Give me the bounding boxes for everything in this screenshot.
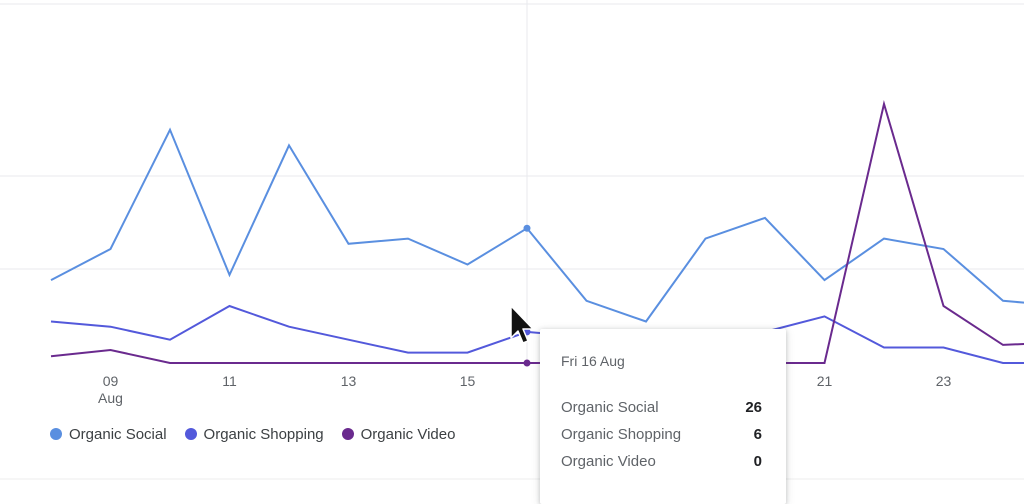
chart-series	[50, 99, 1024, 367]
tooltip-series-value: 26	[745, 399, 762, 416]
tooltip-series-name: Organic Video	[561, 453, 656, 470]
tooltip-row: Organic Shopping 6	[561, 426, 762, 443]
tooltip-series-name: Organic Social	[561, 399, 659, 416]
legend-label: Organic Shopping	[203, 425, 324, 443]
legend-item-organic-shopping[interactable]: Organic Shopping	[184, 425, 324, 443]
tooltip-row: Organic Video 0	[561, 453, 762, 470]
legend-item-organic-social[interactable]: Organic Social	[50, 426, 167, 443]
series-line-1	[50, 304, 1024, 364]
x-axis-ticks: 09 11 13 15 21 23 Aug	[98, 373, 951, 406]
hover-point-0	[523, 224, 531, 232]
x-tick-label: 23	[936, 373, 952, 389]
tooltip-series-name: Organic Shopping	[561, 426, 682, 443]
line-chart: 09 11 13 15 21 23 Aug	[0, 0, 1024, 480]
x-tick-label: 13	[341, 373, 357, 389]
x-month-label: Aug	[98, 390, 123, 406]
x-tick-label: 09	[103, 373, 119, 389]
x-tick-label: 21	[817, 373, 833, 389]
tooltip-date: Fri 16 Aug	[561, 353, 625, 369]
legend-dot-icon	[184, 428, 197, 440]
x-tick-label: 11	[222, 373, 237, 389]
legend-dot-icon	[50, 428, 62, 440]
chart-tooltip: Fri 16 Aug Organic Social 26 Organic Sho…	[540, 329, 786, 504]
tooltip-series-value: 6	[753, 426, 762, 443]
mouse-cursor-icon	[510, 305, 534, 344]
x-tick-label: 15	[460, 373, 476, 389]
chart-legend: Organic Social Organic Shopping Organic …	[50, 423, 455, 445]
chart-gridlines	[0, 0, 1024, 480]
legend-item-organic-video[interactable]: Organic Video	[341, 425, 456, 443]
series-line-0	[50, 127, 1024, 323]
legend-dot-icon	[341, 428, 354, 440]
tooltip-row: Organic Social 26	[561, 399, 762, 416]
legend-label: Organic Social	[69, 425, 167, 443]
tooltip-series-value: 0	[753, 453, 762, 470]
hover-point-2	[523, 359, 531, 367]
legend-label: Organic Video	[360, 425, 456, 443]
